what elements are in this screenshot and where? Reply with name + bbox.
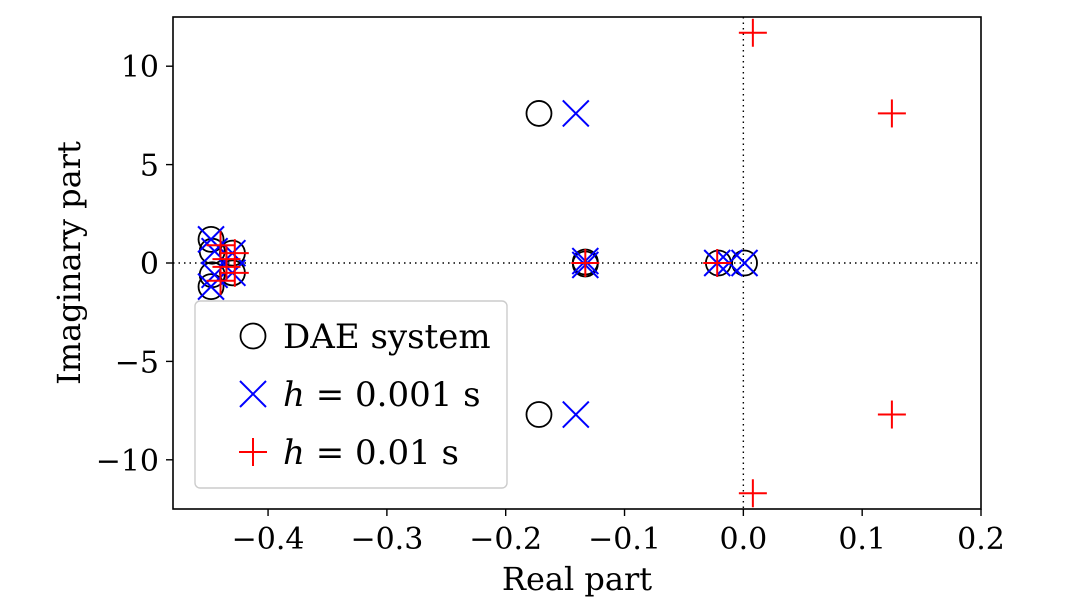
legend-plus-icon <box>239 438 267 466</box>
h001-plus-point <box>206 231 235 260</box>
h0001-x-point <box>730 249 759 277</box>
y-tick-label: 0 <box>140 247 159 282</box>
y-axis-ticks: −10 −5 0 5 10 <box>96 50 173 479</box>
legend-x-icon <box>239 380 267 408</box>
x-tick-label: 0.0 <box>719 522 767 557</box>
h001-plus-point <box>738 18 767 47</box>
x-tick-label: 0.1 <box>838 522 886 557</box>
dae-circle-point <box>525 401 553 428</box>
legend-box <box>194 300 508 489</box>
h0001-x-point <box>562 400 590 429</box>
h0001-x-point <box>562 99 590 128</box>
series-plus <box>206 18 906 508</box>
dae-circle-point <box>525 100 553 127</box>
x-axis-label: Real part <box>502 560 652 598</box>
h0001-x-point-stroke <box>197 225 225 254</box>
h0001-x-point-stroke <box>562 400 590 429</box>
x-axis-ticks: −0.4 −0.3 −0.2 −0.1 0.0 0.1 0.2 <box>232 509 1005 557</box>
x-tick-label: −0.1 <box>588 522 661 557</box>
y-tick-label: 10 <box>121 50 159 85</box>
h001-plus-point <box>206 266 235 295</box>
legend-math-rest: = 0.01 s <box>305 433 459 473</box>
h001-plus-point <box>877 99 906 128</box>
legend-x-icon-stroke <box>239 380 267 408</box>
y-tick-label: 5 <box>140 149 159 184</box>
h001-plus-point <box>571 249 600 277</box>
legend-math-variable: h <box>283 433 305 473</box>
legend-math-variable: h <box>283 375 305 415</box>
h0001-x-point-stroke <box>730 249 759 277</box>
x-tick-label: −0.4 <box>232 522 305 557</box>
y-tick-label: −10 <box>96 444 159 479</box>
h001-plus-point <box>877 400 906 429</box>
legend-entry-label: DAE system <box>283 317 491 357</box>
x-tick-label: −0.2 <box>469 522 542 557</box>
h0001-x-point-stroke <box>200 237 229 265</box>
h001-plus-point <box>220 258 249 287</box>
legend-circle-icon <box>239 322 267 350</box>
dae-circle-point <box>197 273 225 301</box>
data-marks <box>197 18 906 508</box>
h0001-x-point-stroke <box>562 99 590 128</box>
dae-circle-point <box>731 249 758 277</box>
legend-entry-label: h = 0.01 s <box>283 433 459 473</box>
legend-math-rest: = 0.001 s <box>305 375 481 415</box>
y-tick-label: −5 <box>115 345 159 380</box>
dae-circle-point <box>197 225 225 253</box>
h001-plus-point <box>738 479 767 508</box>
h001-plus-point <box>703 249 732 277</box>
x-tick-label: 0.2 <box>957 522 1005 557</box>
x-tick-label: −0.3 <box>350 522 423 557</box>
y-axis-label: Imaginary part <box>50 141 88 385</box>
legend-entry-label: h = 0.001 s <box>283 375 481 415</box>
h001-plus-point <box>212 252 241 281</box>
